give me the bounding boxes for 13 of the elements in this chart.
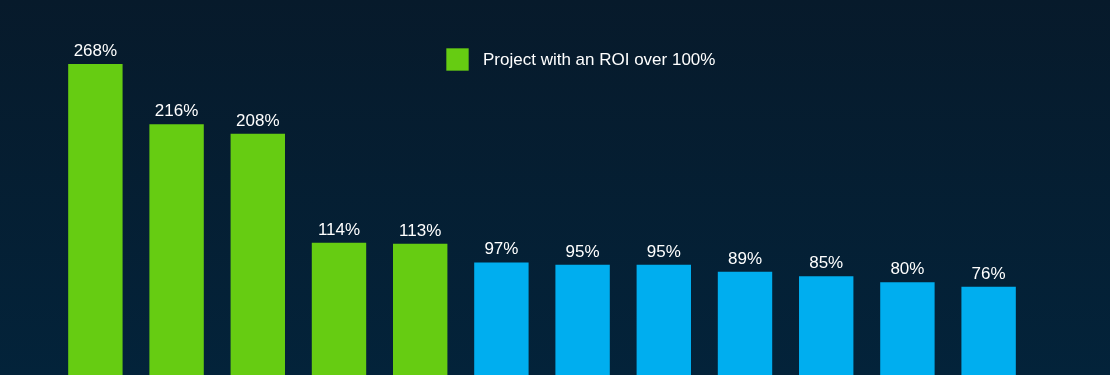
data-label: 97% [484, 239, 519, 259]
data-label: 95% [646, 241, 681, 261]
data-label: 208% [236, 110, 280, 130]
legend-label: Project with an ROI over 100% [483, 49, 716, 69]
data-label: 80% [890, 259, 925, 279]
data-label: 76% [971, 263, 1006, 283]
data-label: 216% [154, 101, 199, 121]
data-label: 268% [73, 41, 118, 60]
data-label: 89% [727, 248, 763, 268]
data-label: 95% [565, 241, 600, 261]
data-label: 113% [399, 220, 442, 240]
data-label: 114% [317, 219, 361, 239]
data-label: 85% [809, 253, 844, 273]
